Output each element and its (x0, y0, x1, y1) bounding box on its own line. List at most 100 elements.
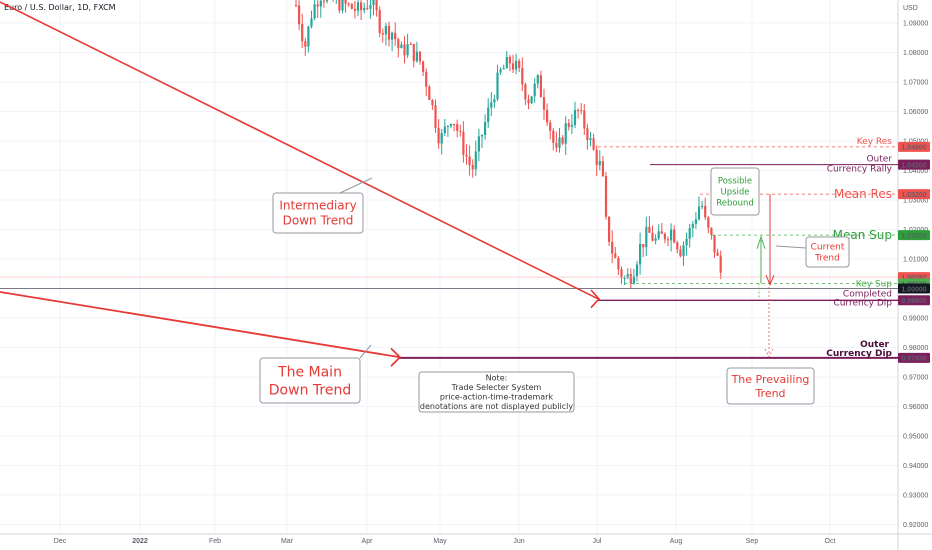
candle-body (403, 44, 406, 56)
y-tick-label: 1.08000 (903, 50, 928, 57)
candle-body (589, 138, 592, 140)
x-tick-label: Aug (670, 538, 683, 545)
candle-body (713, 234, 716, 253)
currency-label: USD (903, 5, 918, 12)
candle-body (307, 26, 310, 47)
candle-body (415, 51, 418, 62)
candle-body (719, 255, 722, 273)
candle-body (527, 99, 530, 104)
candle-body (623, 277, 626, 279)
candle-body (304, 41, 307, 47)
candle-body (561, 137, 564, 144)
level-label-outer-rally-2: Currency Rally (827, 165, 893, 175)
candle-body (387, 25, 391, 40)
price-tag-label: 1.03200 (901, 192, 926, 199)
candle-body (316, 4, 319, 7)
price-tag (898, 141, 930, 152)
note-text: Note: (486, 374, 508, 383)
candle-body (685, 238, 688, 246)
candle-body (577, 110, 580, 112)
y-tick-label: 0.95000 (903, 434, 928, 441)
candle-body (635, 264, 639, 277)
candle-body (657, 231, 660, 239)
candle-body (487, 107, 490, 122)
prevailing-arrowhead (764, 348, 774, 358)
candle-body (617, 257, 620, 270)
price-tag-label: 1.01809 (901, 233, 926, 240)
candle-body (493, 99, 496, 103)
level-label-mean-res: Mean Res (834, 187, 892, 201)
candle-body (425, 71, 428, 87)
rebound-text: Upside (720, 187, 749, 197)
candle-body (363, 7, 366, 11)
candle-body (480, 134, 484, 137)
rebound-arrowhead (756, 235, 766, 249)
candle-body (716, 252, 719, 256)
candle-body (694, 219, 697, 224)
candle-body (651, 232, 654, 241)
candle-body (673, 229, 676, 243)
candle-body (298, 5, 301, 25)
candle-body (446, 126, 449, 128)
y-tick-label: 0.97000 (903, 375, 928, 382)
y-tick-label: 1.03000 (903, 198, 928, 205)
candle-body (666, 239, 670, 241)
price-tag-label: 0.99600 (901, 298, 926, 305)
current-pointer (775, 245, 807, 249)
candle-body (598, 161, 601, 166)
candle-body (521, 67, 524, 85)
candle-body (539, 75, 542, 98)
candle-body (555, 142, 558, 148)
candle-body (341, 0, 344, 11)
x-tick-label: Oct (825, 538, 836, 545)
intermediary-trend-box (272, 192, 364, 234)
candle-body (601, 161, 604, 177)
candle-body (632, 276, 635, 284)
level-label-outer-dip: Outer (860, 340, 889, 350)
x-tick-label: Feb (209, 538, 221, 545)
price-tag-label: 1.04200 (901, 162, 926, 169)
candle-body (313, 4, 316, 19)
candle-body (350, 4, 353, 9)
candle-body (474, 151, 477, 170)
candle-body (443, 126, 446, 134)
intermediary-trend-text: Down Trend (283, 214, 354, 228)
candle-body (704, 205, 707, 218)
y-tick-label: 1.04000 (903, 168, 928, 175)
main-trend-text: The Main (277, 364, 342, 380)
price-tag-label: 1.00000 (901, 286, 926, 293)
candle-body (648, 226, 651, 233)
candle-body (391, 32, 394, 40)
candle-body (679, 249, 682, 257)
candle-body (573, 110, 577, 126)
x-tick-label: May (433, 538, 447, 545)
prevailing-trend-text: The Prevailing (731, 373, 810, 386)
level-label-completed-2: Currency Dip (833, 298, 892, 308)
intermediary-arrowhead (590, 289, 601, 309)
x-tick-label: Jun (513, 538, 524, 545)
current-trend-text: Current (811, 243, 845, 253)
candle-body (471, 165, 474, 170)
note-text: price-action-time-trademark (440, 393, 554, 402)
level-label-outer-rally: Outer (866, 155, 892, 165)
candle-body (580, 110, 583, 112)
candle-body (400, 44, 403, 49)
candle-body (546, 109, 549, 123)
x-tick-label: 2022 (132, 538, 148, 545)
price-tag-label: 0.97650 (901, 356, 926, 363)
x-tick-label: Jul (593, 538, 602, 545)
candle-body (549, 122, 552, 131)
candle-body (595, 149, 598, 166)
intermediary-trend-text: Intermediary (279, 199, 356, 213)
y-tick-label: 0.99000 (903, 316, 928, 323)
candle-body (418, 51, 422, 62)
candle-body (611, 241, 614, 254)
main-trend-box (259, 357, 361, 404)
y-tick-label: 1.01000 (903, 257, 928, 264)
candle-body (691, 223, 694, 229)
candle-body (654, 238, 657, 241)
candle-body (477, 136, 480, 152)
candle-body (542, 97, 546, 110)
candle-body (310, 18, 313, 27)
